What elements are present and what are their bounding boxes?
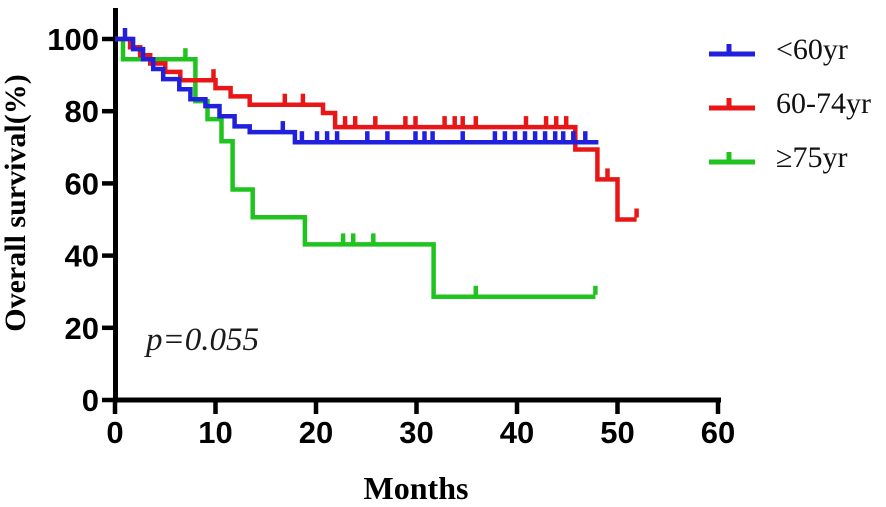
x-tick-label: 40 [500,415,534,450]
legend-line-swatch-75-plus [709,152,755,165]
y-tick-label: 40 [65,239,99,274]
y-axis-title: Overall survival(%) [0,74,32,332]
km-curve-under-60 [115,36,599,145]
y-tick-label: 60 [65,166,99,201]
x-tick-label: 50 [600,415,634,450]
km-curve-75-plus [115,36,596,300]
y-tick-label: 80 [65,94,99,129]
x-tick-label: 20 [299,415,333,450]
legend-item-75-plus: ≥75yr [708,138,871,178]
x-tick-label: 0 [106,415,123,450]
p-value-annotation: p=0.055 [146,322,260,358]
legend-item-under-60: <60yr [708,30,871,70]
y-tick-label: 20 [65,311,99,346]
y-tick-label: 100 [47,22,99,57]
legend-label-75-plus: ≥75yr [776,141,848,174]
x-tick-label: 60 [701,415,735,450]
x-tick-label: 30 [399,415,433,450]
x-tick-label: 10 [198,415,232,450]
legend-line-swatch-under-60 [709,44,755,57]
legend-line-swatch-60-74 [709,98,755,111]
legend-item-60-74: 60-74yr [708,84,871,124]
legend: <60yr 60-74yr ≥75yr [708,30,871,192]
y-tick-label: 0 [82,383,99,418]
x-axis-title: Months [363,470,469,506]
legend-label-60-74: 60-74yr [776,87,871,120]
legend-label-under-60: <60yr [776,33,848,66]
